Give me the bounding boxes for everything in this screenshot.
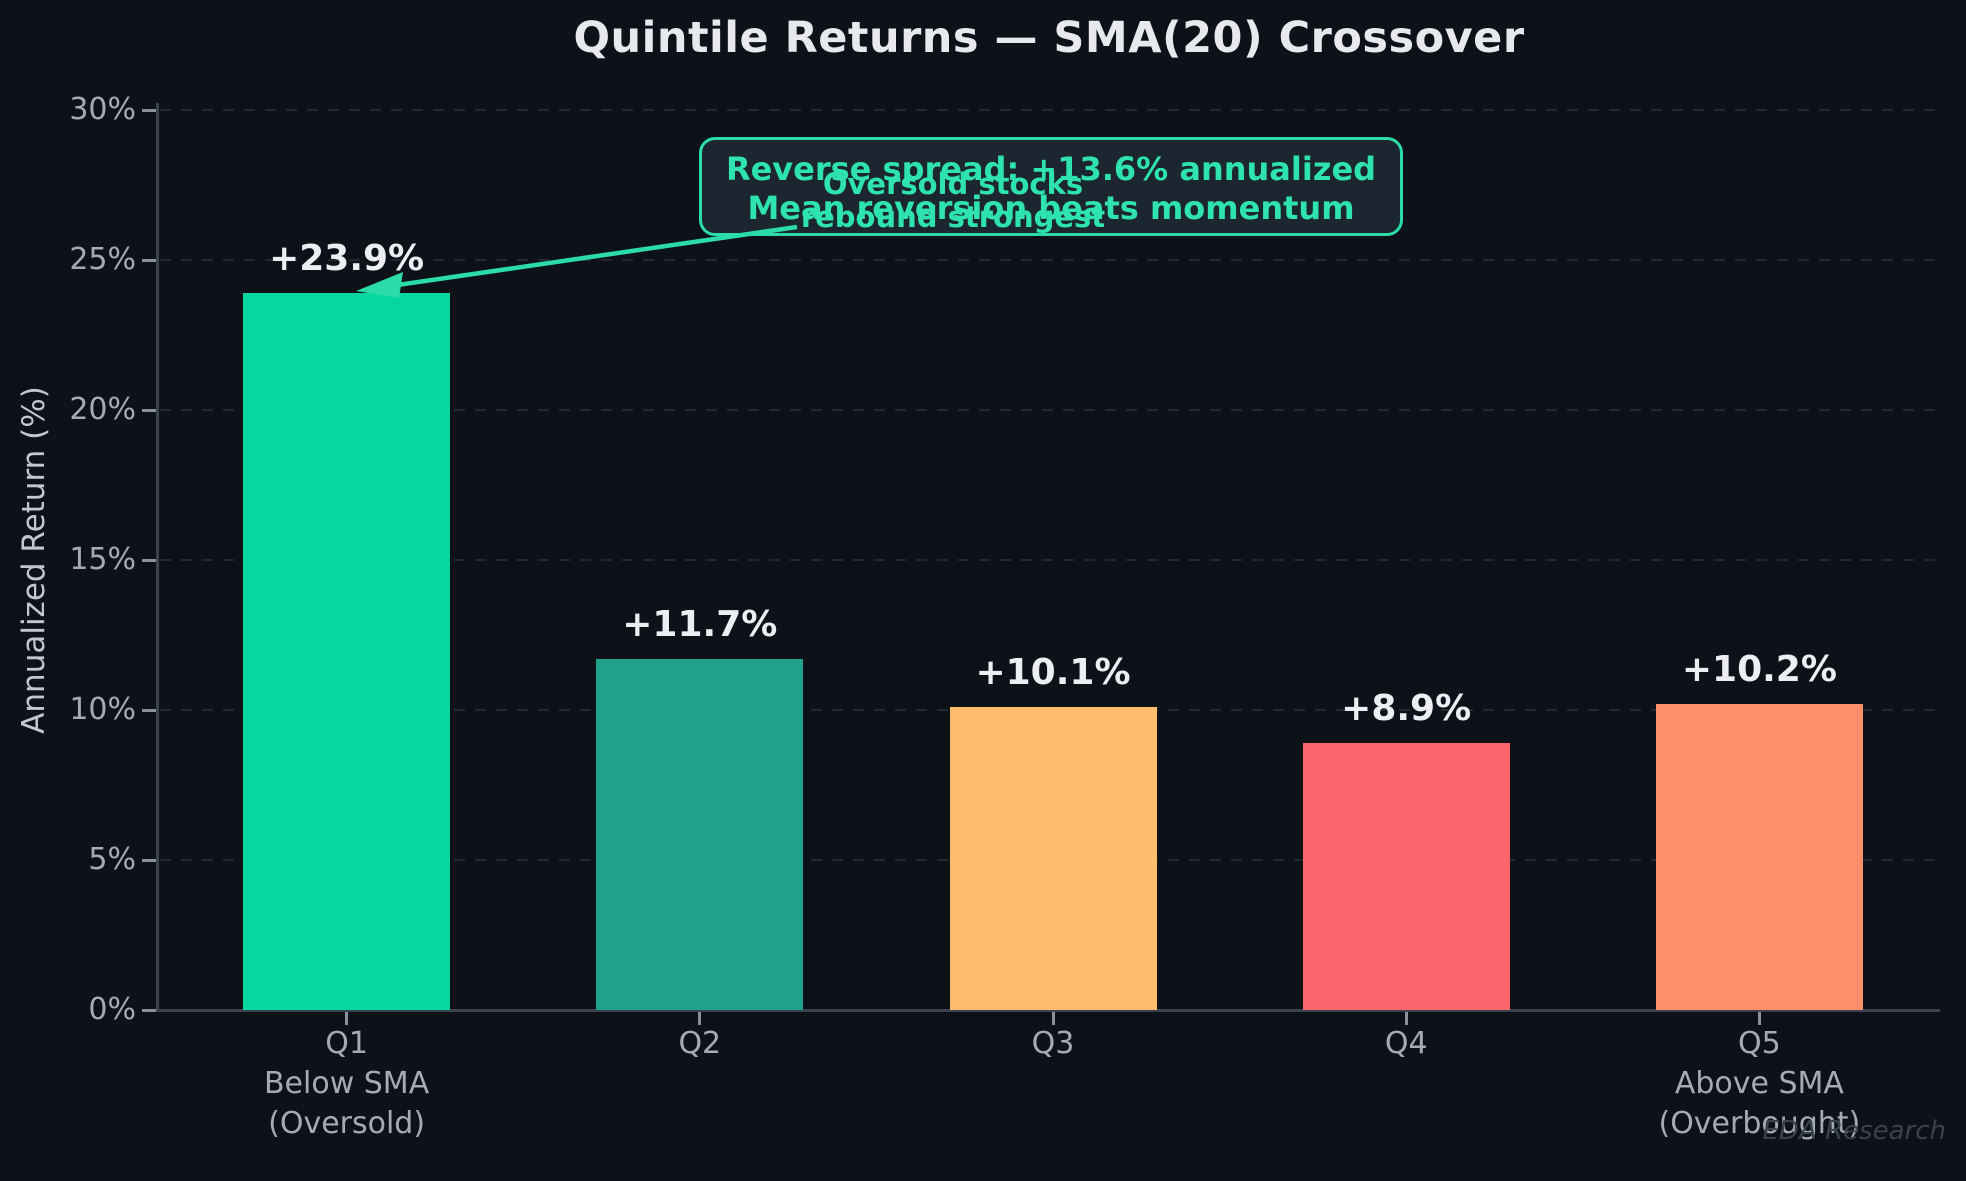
y-tick-label-0: 0% [88,992,136,1027]
y-tick-mark-10 [142,709,156,712]
x-tick-label-Q5: Q5 Above SMA (Overbought) [1549,1024,1966,1144]
x-tick-label-line: (Oversold) [268,1106,426,1141]
y-tick-label-5: 5% [88,842,136,877]
x-tick-label-line: Q1 [325,1026,368,1061]
gridline-20 [160,409,1938,411]
x-tick-label-line: Q5 [1738,1026,1781,1061]
annotation-overlay-line-2: rebound strongest [800,200,1106,234]
x-tick-label-Q2: Q2 [490,1024,910,1064]
y-tick-label-20: 20% [69,392,136,427]
bar-Q1 [243,293,451,1010]
y-tick-mark-30 [142,109,156,112]
y-tick-mark-15 [142,559,156,562]
y-tick-label-10: 10% [69,692,136,727]
bar-value-label-Q3: +10.1% [975,652,1131,693]
bar-value-label-Q4: +8.9% [1341,688,1472,729]
x-axis-spine [156,1009,1940,1012]
watermark: EDA Research [1762,1116,1947,1146]
bar-Q5 [1655,704,1863,1010]
x-tick-label-Q3: Q3 [843,1024,1263,1064]
annotation-overlay-line-1: Oversold stocks [822,167,1084,201]
x-tick-mark-Q5 [1757,1012,1761,1025]
x-tick-mark-Q3 [1051,1012,1055,1025]
x-tick-label-line: Above SMA [1674,1066,1844,1101]
bar-value-label-Q2: +11.7% [622,604,778,645]
x-tick-label-line: Q2 [678,1026,722,1061]
x-tick-mark-Q1 [345,1012,349,1025]
y-tick-mark-5 [142,859,156,862]
y-tick-label-30: 30% [69,92,136,127]
x-tick-label-line: Below SMA [263,1066,430,1101]
bar-value-label-Q5: +10.2% [1681,649,1837,690]
chart-title: Quintile Returns — SMA(20) Crossover [573,13,1525,63]
gridline-30 [160,109,1938,111]
y-tick-mark-25 [142,259,156,262]
y-tick-mark-0 [142,1009,156,1012]
y-tick-mark-20 [142,409,156,412]
y-tick-label-15: 15% [69,542,136,577]
x-tick-mark-Q2 [698,1012,702,1025]
annotation-callout-box: Reverse spread: +13.6% annualized Mean r… [699,137,1403,236]
annotation-line-2: Mean reversion beats momentum [747,189,1355,227]
bar-Q4 [1302,743,1510,1010]
bar-Q3 [949,707,1157,1010]
x-tick-label-Q1: Q1 Below SMA (Oversold) [137,1024,557,1144]
x-tick-label-line: (Overbought) [1658,1106,1861,1141]
y-axis-spine [156,103,159,1012]
x-tick-label-line: Q4 [1384,1026,1428,1061]
gridline-25 [160,259,1938,261]
gridline-15 [160,559,1938,561]
x-tick-label-line: Q3 [1031,1026,1075,1061]
annotation-line-1: Reverse spread: +13.6% annualized [725,150,1377,188]
y-tick-label-25: 25% [69,242,136,277]
x-tick-label-Q4: Q4 [1196,1024,1616,1064]
annotation-overlay-text: Oversold stocks rebound strongest [753,168,1153,234]
bar-Q2 [596,659,804,1010]
x-tick-mark-Q4 [1404,1012,1408,1025]
bar-value-label-Q1: +23.9% [269,238,425,279]
